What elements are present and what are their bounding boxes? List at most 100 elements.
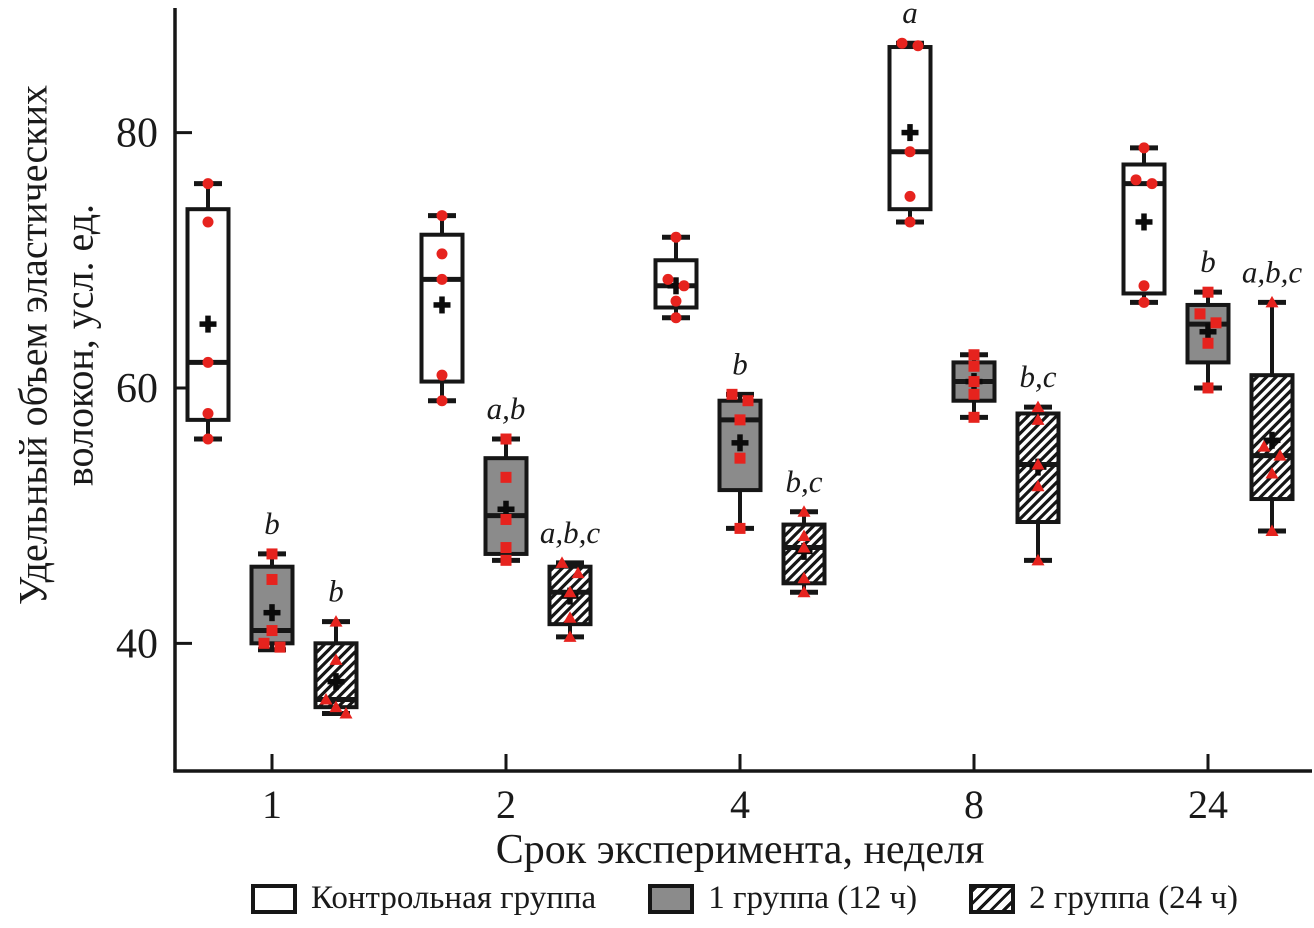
legend-label-2: 1 группа (12 ч) xyxy=(708,880,918,916)
x-tick-label-4: 4 xyxy=(730,782,750,827)
sig-label-s3-week-4: b,c xyxy=(785,464,822,499)
data-point-5 xyxy=(500,554,512,566)
data-point-2 xyxy=(1031,413,1045,425)
data-point-3 xyxy=(678,280,690,292)
data-point-1 xyxy=(436,210,448,222)
box-group-s1-week-8 xyxy=(887,40,933,225)
mean-cross-v xyxy=(503,500,509,518)
mean-cross-v xyxy=(205,315,211,333)
data-point-1 xyxy=(1202,286,1214,298)
data-point-5 xyxy=(1138,296,1150,308)
data-point-4 xyxy=(329,700,343,713)
data-point-4 xyxy=(1202,337,1214,349)
box-group-s1-week-24 xyxy=(1121,145,1167,305)
legend-item-3: 2 группа (24 ч) xyxy=(969,880,1238,917)
mean-cross-v xyxy=(1141,213,1147,231)
data-point-2 xyxy=(742,395,754,407)
mean-cross-v xyxy=(1269,431,1275,449)
data-point-3 xyxy=(319,692,333,705)
data-point-5 xyxy=(1265,524,1279,536)
data-point-4 xyxy=(258,637,270,649)
data-point-1 xyxy=(670,231,682,243)
box-group-s3-week-24 xyxy=(1249,299,1295,534)
box-group-s3-week-2 xyxy=(547,560,593,640)
data-point-4 xyxy=(968,388,980,400)
legend-item-2: 1 группа (12 ч) xyxy=(648,880,917,917)
sig-label-s2-week-24: b xyxy=(1200,244,1216,279)
data-point-5 xyxy=(1202,382,1214,394)
chart-legend: Контрольная группа 1 группа (12 ч) 2 групп… xyxy=(175,880,1314,917)
data-point-5 xyxy=(563,630,577,642)
y-tick-label-40: 40 xyxy=(116,621,158,667)
mean-cross-v xyxy=(269,604,275,622)
data-point-2 xyxy=(500,471,512,483)
y-axis-title-line2: волокон, усл. ед. xyxy=(57,203,102,487)
data-point-2 xyxy=(266,573,278,585)
data-point-3 xyxy=(1210,317,1222,329)
mean-cross-v xyxy=(439,296,445,314)
sig-label-s2-week-4: b xyxy=(732,346,748,381)
data-point-4 xyxy=(1031,479,1045,492)
data-point-1 xyxy=(1031,400,1045,413)
data-point-2 xyxy=(436,248,448,260)
mean-cross-v xyxy=(1205,323,1211,341)
data-point-1 xyxy=(1138,142,1150,154)
sig-label-s3-week-24: a,b,c xyxy=(1242,254,1303,289)
mean-cross-v xyxy=(333,673,339,691)
data-point-3 xyxy=(1146,178,1158,190)
mean-cross-v xyxy=(737,434,743,452)
data-point-2 xyxy=(329,653,343,665)
data-point-3 xyxy=(266,625,278,637)
sig-label-s3-week-1: b xyxy=(328,574,344,609)
data-point-1 xyxy=(266,548,278,560)
x-tick-label-24: 24 xyxy=(1188,782,1228,827)
legend-swatch-gray xyxy=(648,883,695,914)
y-tick-label-80: 80 xyxy=(116,111,158,157)
sig-label-s1-week-8: a xyxy=(902,0,918,30)
data-point-1 xyxy=(896,37,908,49)
data-point-5 xyxy=(670,312,682,324)
data-point-1 xyxy=(329,615,343,627)
data-point-4 xyxy=(1265,466,1279,479)
data-point-4 xyxy=(436,369,448,381)
sig-label-s3-week-8: b,c xyxy=(1019,359,1056,394)
data-point-2 xyxy=(968,360,980,372)
mean-cross-v xyxy=(907,124,913,142)
data-point-4 xyxy=(563,611,577,623)
data-point-3 xyxy=(734,414,746,426)
sig-label-s2-week-1: b xyxy=(264,506,280,541)
data-point-3 xyxy=(500,513,512,525)
data-point-5 xyxy=(904,216,916,228)
data-point-2 xyxy=(202,216,214,228)
data-point-3 xyxy=(904,146,916,158)
data-point-3 xyxy=(202,356,214,368)
legend-label-1: Контрольная группа xyxy=(310,880,597,916)
data-point-2 xyxy=(571,566,585,579)
data-point-3 xyxy=(563,585,577,598)
data-point-3 xyxy=(1273,449,1287,461)
data-point-3 xyxy=(797,541,811,553)
legend-item-1: Контрольная группа xyxy=(250,880,597,917)
data-point-1 xyxy=(555,556,569,568)
data-point-2 xyxy=(662,273,674,285)
mean-cross-v xyxy=(673,277,679,295)
box-group-s3-week-1 xyxy=(313,619,359,717)
data-point-2 xyxy=(797,529,811,542)
data-point-3 xyxy=(1031,458,1045,470)
data-point-5 xyxy=(734,522,746,534)
data-point-4 xyxy=(797,571,811,584)
data-point-2 xyxy=(1194,308,1206,320)
x-axis-title: Срок эксперимента, неделя xyxy=(495,827,985,873)
data-point-1 xyxy=(500,433,512,445)
data-point-4 xyxy=(202,407,214,419)
sig-label-s3-week-2: a,b,c xyxy=(540,515,601,550)
x-tick-label-2: 2 xyxy=(496,782,516,827)
data-point-2 xyxy=(912,40,924,52)
data-point-2 xyxy=(1257,440,1271,452)
x-tick-label-8: 8 xyxy=(964,782,984,827)
data-point-4 xyxy=(734,452,746,464)
legend-label-3: 2 группа (24 ч) xyxy=(1029,880,1239,916)
data-point-5 xyxy=(797,585,811,598)
